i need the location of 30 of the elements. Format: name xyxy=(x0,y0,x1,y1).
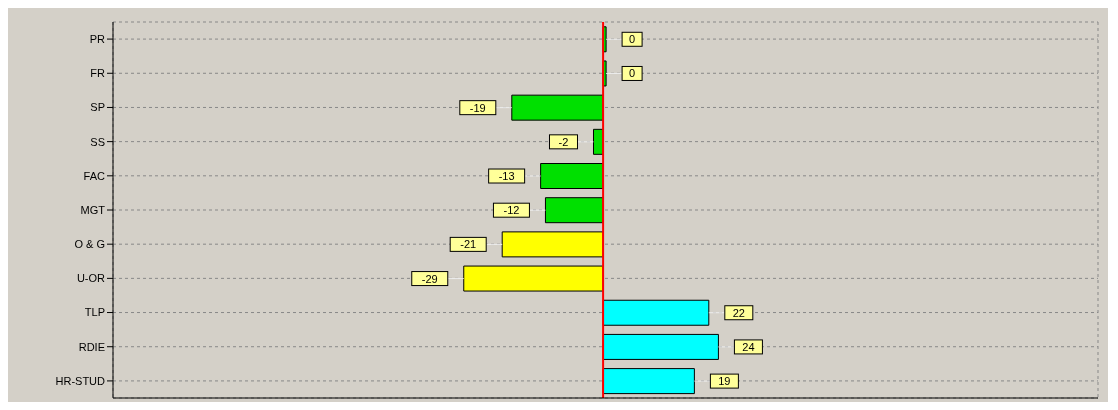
bar xyxy=(602,299,710,326)
y-tick-label: O & G xyxy=(74,238,105,251)
bar xyxy=(501,231,604,258)
bar xyxy=(463,265,604,292)
data-label: 19 xyxy=(718,375,731,388)
y-tick-label: FR xyxy=(90,67,106,80)
y-tick-label: MGT xyxy=(80,203,106,216)
data-label: -13 xyxy=(498,170,515,183)
data-label: -19 xyxy=(469,101,486,114)
data-label: 24 xyxy=(742,340,755,353)
data-label: -29 xyxy=(421,272,438,285)
bar xyxy=(544,197,604,224)
y-tick-label: U-OR xyxy=(76,272,106,285)
bar xyxy=(540,163,604,190)
y-tick-label: SS xyxy=(90,135,105,148)
bar xyxy=(511,94,604,121)
data-label: 22 xyxy=(732,306,745,319)
data-label: -21 xyxy=(460,238,477,251)
data-label: -12 xyxy=(503,204,520,217)
data-label: 0 xyxy=(629,33,636,46)
data-label: -2 xyxy=(558,135,569,148)
y-tick-label: HR-STUD xyxy=(55,374,106,387)
y-tick-label: RDIE xyxy=(78,340,105,353)
bar xyxy=(602,333,719,360)
y-tick-label: TLP xyxy=(84,306,105,319)
y-tick-label: PR xyxy=(89,33,106,45)
bar xyxy=(602,368,695,395)
data-label: 0 xyxy=(629,67,636,80)
y-tick-label: FAC xyxy=(83,169,106,182)
y-tick-label: SP xyxy=(90,101,105,114)
